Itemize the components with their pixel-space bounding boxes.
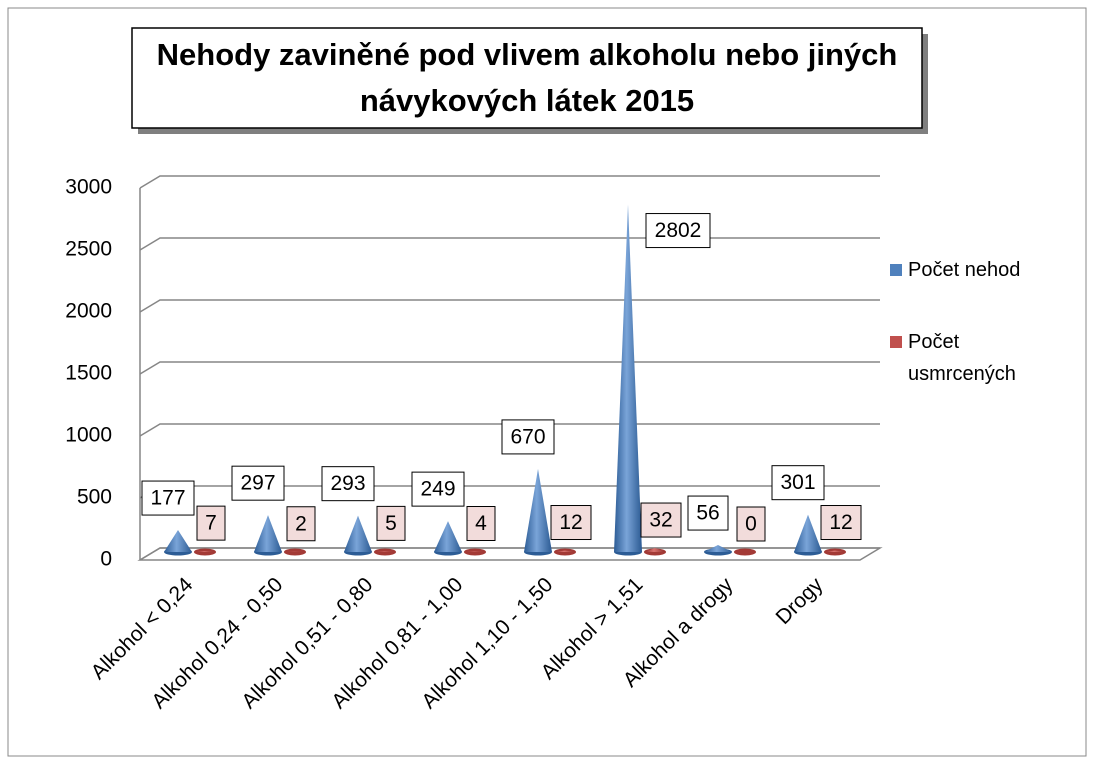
data-label-box	[640, 502, 682, 538]
cone	[704, 545, 732, 556]
data-label-box	[196, 505, 226, 541]
data-label: 301	[780, 471, 815, 494]
data-label: 670	[510, 425, 545, 448]
grid-line	[139, 361, 880, 375]
title-box	[131, 27, 923, 129]
cone	[464, 548, 486, 556]
cone-body	[434, 521, 462, 552]
grid-line	[139, 237, 880, 251]
data-label-box	[736, 506, 766, 542]
cone-body	[374, 551, 396, 552]
grid-line	[139, 299, 880, 313]
y-tick-label: 500	[77, 486, 112, 509]
floor	[137, 547, 883, 561]
data-label: 7	[205, 512, 217, 535]
chart-title: Nehody zaviněné pod vlivem alkoholu nebo…	[156, 37, 898, 118]
y-tick-label: 0	[100, 548, 112, 571]
cone-body	[644, 548, 666, 552]
cone-body	[794, 514, 822, 552]
cone	[734, 548, 756, 556]
legend-label: Počet nehod	[908, 259, 1021, 281]
y-tick-label: 2000	[65, 300, 112, 323]
data-label-box	[411, 471, 465, 507]
data-label-box	[231, 465, 285, 501]
data-label-box	[645, 213, 711, 249]
cone	[194, 548, 216, 556]
data-label: 32	[649, 509, 672, 532]
y-tick-label: 1000	[65, 424, 112, 447]
cone-body	[344, 515, 372, 552]
cone	[284, 548, 306, 556]
data-label: 297	[240, 472, 275, 495]
cone	[824, 548, 846, 556]
cone	[254, 515, 282, 556]
cone	[374, 548, 396, 556]
data-label-box	[820, 505, 862, 541]
y-tick-label: 2500	[65, 238, 112, 261]
cone	[644, 548, 666, 556]
data-label: 293	[330, 472, 365, 495]
data-label-box	[771, 465, 825, 501]
data-label: 5	[385, 512, 397, 535]
data-label: 12	[559, 511, 582, 534]
title-wrap: Nehody zaviněné pod vlivem alkoholu nebo…	[156, 37, 898, 118]
legend-entry: Počet usmrcených	[908, 331, 1016, 385]
data-label-box	[687, 495, 729, 531]
legend-label: Počet usmrcených	[908, 331, 1016, 385]
cone-body	[704, 545, 732, 552]
cone-body	[194, 551, 216, 552]
cone	[524, 468, 552, 556]
cone	[554, 548, 576, 556]
cone-base	[734, 548, 756, 556]
data-label: 0	[745, 513, 757, 536]
data-label: 249	[420, 478, 455, 501]
y-tick-label: 1500	[65, 362, 112, 385]
data-label-box	[376, 505, 406, 541]
cone	[434, 521, 462, 556]
cone-body	[824, 550, 846, 552]
cone	[164, 530, 192, 556]
legend-swatch	[890, 264, 902, 276]
data-label-box	[501, 419, 555, 455]
data-label: 56	[696, 502, 719, 525]
data-label-box	[550, 505, 592, 541]
data-label: 177	[150, 487, 185, 510]
legend-entry: Počet nehod	[908, 259, 1021, 281]
y-tick-label: 3000	[65, 176, 112, 199]
data-label-box	[286, 506, 316, 542]
data-label: 2802	[655, 219, 702, 242]
cone	[344, 515, 372, 556]
cone	[614, 204, 642, 556]
data-label-box	[141, 480, 195, 516]
grid-line	[139, 423, 880, 437]
grid-line	[139, 175, 880, 189]
cone-body	[164, 530, 192, 552]
data-label: 2	[295, 512, 307, 535]
cone-body	[554, 550, 576, 552]
cone-body	[524, 468, 552, 552]
data-label-box	[466, 506, 496, 542]
data-label-box	[321, 466, 375, 502]
cone-body	[254, 515, 282, 552]
legend-swatch	[890, 336, 902, 348]
data-label: 12	[829, 511, 852, 534]
cone-body	[614, 204, 642, 552]
cone	[794, 514, 822, 556]
data-label: 4	[475, 512, 487, 535]
